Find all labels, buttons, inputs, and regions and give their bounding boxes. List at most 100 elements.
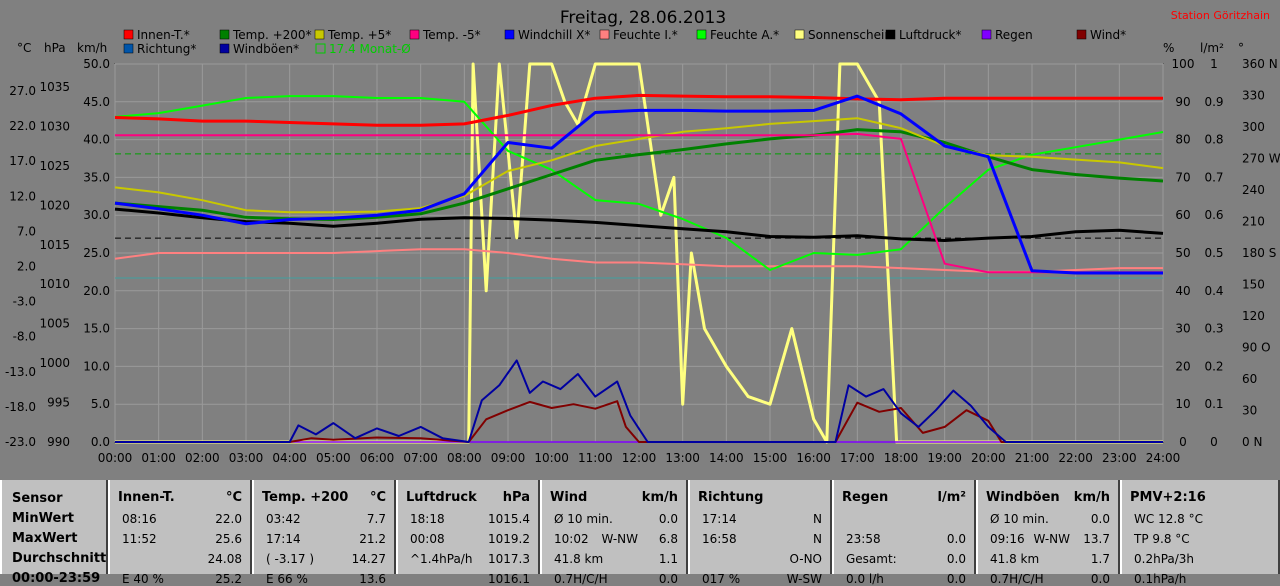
cell-left: TP 9.8 °C [1134,532,1190,546]
pressure-unit-label: hPa [44,41,66,55]
legend-swatch [981,29,992,40]
column-unit: °C [369,490,386,505]
x-tick-label: 14:00 [709,451,744,465]
x-tick-label: 24:00 [1146,451,1181,465]
x-tick-label: 22:00 [1058,451,1093,465]
axis-unit-labels: °C hPa km/h% l/m² ° [17,41,1244,55]
direction-tick-label: 120 [1242,309,1265,323]
cell-left: 017 % [702,572,741,586]
humidity-tick-label: 50 [1175,246,1190,260]
temp-tick-label: 17.0 [9,154,36,168]
wind-tick-label: 50.0 [83,57,110,71]
x-tick-label: 23:00 [1102,451,1137,465]
row-label: MaxWert [12,531,78,546]
humidity-unit-label: % [1163,41,1174,55]
humidity-tick-label: 100 [1172,57,1195,71]
column-title: Richtung [698,490,764,505]
pressure-tick-label: 1025 [39,159,70,173]
stats-column: Windböen km/h Ø 10 min. 0.0 09:16 W-NW 13.7 41.… [976,480,1120,586]
wind-tick-label: 45.0 [83,95,110,109]
cell-value: 22.0 [215,512,242,526]
cell-left: 0.2hPa/3h [1134,552,1195,566]
column-title: PMV+2:16 [1130,490,1206,505]
direction-tick-label: 300 [1242,120,1265,134]
column-unit: l/m² [937,490,966,505]
x-tick-label: 09:00 [491,451,526,465]
legend-label: Temp. +200* [232,28,312,42]
wind-tick-label: 15.0 [83,322,110,336]
humidity-tick-label: 40 [1175,284,1190,298]
temp-unit-label: °C [17,41,31,55]
x-tick-label: 07:00 [403,451,438,465]
legend-label: Innen-T.* [137,28,190,42]
column-title: Innen-T. [118,490,175,505]
temp-tick-label: 22.0 [9,119,36,133]
direction-tick-label: 150 [1242,278,1265,292]
cell-value: 1017.3 [488,552,530,566]
direction-tick-label: 270 W [1242,152,1280,166]
wind-tick-label: 25.0 [83,246,110,260]
monthly-avg-swatch [315,43,326,54]
legend-label: Luftdruck* [899,28,962,42]
stats-column: Innen-T. °C 08:16 22.0 11:52 25.6 24.08 E 40 % 2… [108,480,252,586]
legend-label: Temp. +5* [327,28,391,42]
humidity-tick-label: 0 [1179,435,1187,449]
x-tick-label: 10:00 [534,451,569,465]
cell-left: 11:52 [122,532,157,546]
rain-tick-label: 0.1 [1204,397,1223,411]
x-tick-labels: 00:00 01:00 02:00 03:00 04:00 05:00 06:00 07:00… [98,451,1181,465]
cell-left: Ø 10 min. [990,512,1049,526]
cell-left: ( -3.17 ) [266,552,315,566]
x-tick-label: 01:00 [141,451,176,465]
temp-tick-label: -3.0 [13,295,36,309]
direction-tick-label: 60 [1242,372,1257,386]
row-label-column: Sensor MinWert MaxWert Durchschnitt 00:00-23… [0,480,108,586]
x-tick-label: 04:00 [272,451,307,465]
cell-value: 25.2 [215,572,242,586]
station-name: Station Göritzhain [1171,9,1270,22]
cell-left: 16:58 [702,532,737,546]
stats-column: Temp. +200 °C 03:42 7.7 17:14 21.2 ( -3.17 ) 14… [252,480,396,586]
row-label: Durchschnitt [12,551,107,566]
series-line-feuchte-a- [114,95,1164,271]
x-tick-label: 20:00 [971,451,1006,465]
stats-table: Sensor MinWert MaxWert Durchschnitt 00:00-23… [0,480,1280,586]
column-unit: °C [225,490,242,505]
wind-tick-label: 20.0 [83,284,110,298]
legend-label: Feuchte A.* [710,28,779,42]
wind-unit-label: km/h [77,41,107,55]
x-tick-label: 05:00 [316,451,351,465]
cell-left: 17:14 [266,532,301,546]
humidity-tick-label: 20 [1175,359,1190,373]
cell-left: 41.8 km [990,552,1040,566]
humidity-tick-label: 30 [1175,322,1190,336]
wind-tick-label: 30.0 [83,208,110,222]
x-tick-label: 18:00 [884,451,919,465]
cell-left: 00:08 [410,532,445,546]
rain-tick-label: 0.7 [1204,170,1223,184]
cell-value: 0.0 [946,572,966,586]
cell-value: 7.7 [366,512,386,526]
direction-tick-label: 210 [1242,215,1265,229]
x-tick-label: 11:00 [578,451,613,465]
cell-left: E 66 % [266,572,308,586]
legend-label: Sonnenschein [808,28,892,42]
pressure-tick-label: 990 [47,435,70,449]
cell-left: 09:16 [990,532,1025,546]
pressure-tick-label: 1005 [39,317,70,331]
cell-left: ^1.4hPa/h [410,552,473,566]
cell-value: 21.2 [359,532,386,546]
legend-swatch [314,29,325,40]
legend-label: Windböen* [233,42,299,56]
humidity-tick-label: 70 [1175,170,1190,184]
series-line-windb-en- [115,359,1163,443]
temp-tick-label: -8.0 [13,330,36,344]
x-tick-label: 03:00 [229,451,264,465]
legend-swatch [504,29,515,40]
cell-left: 0.0 l/h [846,572,884,586]
cell-left: 41.8 km [554,552,604,566]
humidity-tick-label: 10 [1175,397,1190,411]
legend-label: Richtung* [137,42,196,56]
direction-unit-label: ° [1238,41,1244,55]
legend-swatch [219,29,230,40]
